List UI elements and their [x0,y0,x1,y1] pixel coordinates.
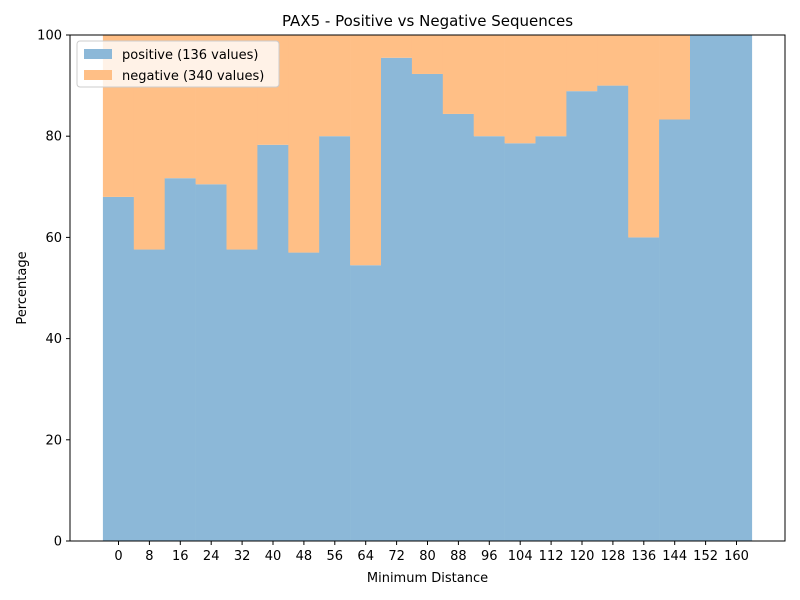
bar-positive-112 [535,136,567,541]
y-tick-label-80: 80 [45,130,62,145]
x-tick-label-152: 152 [693,549,718,564]
x-tick-label-120: 120 [570,549,595,564]
bar-positive-56 [319,136,351,541]
bar-negative-128 [597,35,629,86]
bar-positive-144 [659,119,691,541]
bar-positive-8 [133,249,165,542]
bar-positive-120 [566,91,598,542]
bar-negative-96 [473,35,505,137]
legend-label-negative: negative (340 values) [122,69,264,84]
legend-swatch-negative [84,70,112,80]
y-tick-label-0: 0 [54,535,62,550]
bar-positive-96 [473,136,505,541]
x-tick-label-96: 96 [481,549,498,564]
x-tick-label-80: 80 [419,549,436,564]
x-tick-label-64: 64 [357,549,374,564]
bar-positive-128 [597,85,629,541]
y-axis-label: Percentage [15,251,30,324]
bar-positive-40 [257,144,289,542]
x-tick-label-112: 112 [539,549,564,564]
bar-negative-120 [566,35,598,92]
bar-negative-88 [442,35,474,114]
bar-positive-64 [350,265,382,541]
bar-positive-104 [504,143,536,541]
bar-positive-16 [164,178,196,541]
x-tick-label-32: 32 [234,549,251,564]
x-axis-label: Minimum Distance [367,571,488,586]
x-tick-label-56: 56 [327,549,344,564]
x-tick-label-8: 8 [145,549,153,564]
legend-label-positive: positive (136 values) [122,48,259,63]
y-tick-label-60: 60 [45,231,62,246]
legend: positive (136 values) negative (340 valu… [76,40,280,88]
x-tick-label-40: 40 [265,549,282,564]
x-tick-label-88: 88 [450,549,467,564]
bar-positive-152 [690,35,722,541]
bar-positive-160 [720,35,753,541]
bar-negative-112 [535,35,567,137]
legend-swatch-positive [84,49,112,59]
chart-title: PAX5 - Positive vs Negative Sequences [282,12,573,30]
y-axis: 0 20 40 60 80 100 [37,29,70,550]
y-tick-label-100: 100 [37,29,62,44]
x-tick-label-72: 72 [388,549,405,564]
x-tick-label-24: 24 [203,549,220,564]
x-tick-label-136: 136 [631,549,656,564]
x-tick-label-104: 104 [508,549,533,564]
bar-negative-64 [350,35,382,266]
bar-negative-72 [381,35,413,58]
x-tick-label-48: 48 [296,549,313,564]
bar-positive-0 [102,196,135,542]
bar-positive-80 [411,73,444,542]
x-tick-label-160: 160 [724,549,749,564]
x-tick-label-128: 128 [600,549,625,564]
bar-negative-48 [288,35,320,253]
bar-negative-56 [319,35,351,137]
bar-positive-24 [195,184,227,541]
bar-positive-32 [226,249,258,542]
bar-positive-48 [288,252,320,541]
bar-negative-136 [628,35,660,238]
bar-negative-80 [411,35,444,74]
y-tick-label-40: 40 [45,332,62,347]
bar-negative-144 [659,35,691,120]
bar-negative-104 [504,35,536,144]
bars-layer [102,35,753,542]
bar-positive-136 [628,237,660,541]
x-axis: 0 8 16 24 32 40 48 56 64 72 80 88 96 104 112 120 128 136 1… [114,541,749,564]
x-tick-label-16: 16 [172,549,189,564]
legend-box [76,40,280,88]
y-tick-label-20: 20 [45,433,62,448]
x-tick-label-144: 144 [662,549,687,564]
bar-positive-88 [442,113,474,541]
x-tick-label-0: 0 [114,549,122,564]
bar-positive-72 [381,57,413,542]
